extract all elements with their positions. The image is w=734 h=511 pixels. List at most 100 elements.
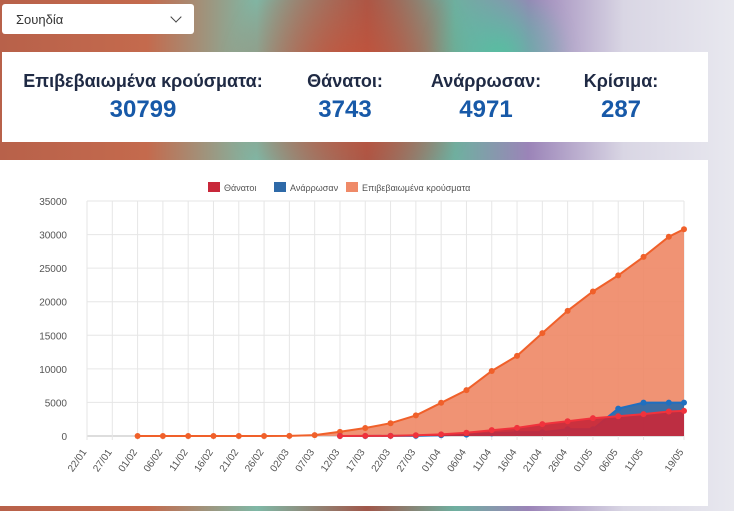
data-point bbox=[412, 412, 419, 419]
data-point bbox=[286, 432, 293, 439]
data-point bbox=[514, 352, 521, 359]
y-tick-label: 10000 bbox=[39, 365, 67, 376]
data-point bbox=[564, 418, 571, 425]
data-point bbox=[589, 288, 596, 295]
legend-swatch bbox=[208, 182, 220, 192]
legend-label: Ανάρρωσαν bbox=[290, 183, 339, 193]
data-point bbox=[438, 399, 445, 406]
x-tick-label: 16/02 bbox=[193, 447, 217, 474]
data-point bbox=[185, 432, 192, 439]
x-tick-label: 17/03 bbox=[344, 447, 368, 474]
data-point bbox=[159, 432, 166, 439]
data-point bbox=[463, 387, 470, 394]
series-area bbox=[137, 229, 685, 436]
x-tick-label: 27/03 bbox=[395, 447, 419, 474]
legend-swatch bbox=[346, 182, 358, 192]
y-tick-label: 30000 bbox=[39, 231, 67, 242]
data-point bbox=[665, 399, 672, 406]
legend-label: Επιβεβαιωμένα κρούσματα bbox=[362, 183, 470, 193]
data-point bbox=[665, 408, 672, 415]
data-point bbox=[539, 421, 546, 428]
x-tick-label: 22/01 bbox=[66, 447, 90, 474]
stat-critical: Κρίσιμα: 287 bbox=[566, 52, 676, 142]
data-point bbox=[681, 407, 687, 414]
data-point bbox=[134, 432, 141, 439]
data-point bbox=[488, 367, 495, 374]
data-point bbox=[311, 432, 318, 439]
country-select-value: Σουηδία bbox=[16, 11, 64, 27]
stat-label: Θάνατοι: bbox=[307, 70, 383, 91]
data-point bbox=[615, 405, 622, 412]
stats-panel: Επιβεβαιωμένα κρούσματα: 30799 Θάνατοι: … bbox=[2, 52, 708, 142]
data-point bbox=[615, 272, 622, 279]
x-tick-label: 16/04 bbox=[496, 447, 520, 474]
data-point bbox=[412, 432, 419, 439]
data-point bbox=[539, 330, 546, 337]
x-tick-label: 02/03 bbox=[268, 447, 292, 474]
x-tick-label: 11/05 bbox=[623, 447, 646, 474]
data-point bbox=[336, 428, 343, 435]
stat-value: 287 bbox=[600, 95, 642, 123]
data-point bbox=[362, 425, 369, 432]
x-tick-label: 11/02 bbox=[168, 447, 191, 474]
stat-value: 3743 bbox=[318, 95, 372, 123]
stat-label: Ανάρρωσαν: bbox=[430, 70, 542, 91]
data-point bbox=[640, 253, 647, 260]
x-tick-label: 07/03 bbox=[294, 447, 318, 474]
x-tick-label: 21/04 bbox=[521, 447, 545, 474]
country-select[interactable]: Σουηδία bbox=[2, 4, 194, 34]
x-tick-label: 06/04 bbox=[446, 447, 470, 474]
data-point bbox=[640, 411, 647, 418]
data-point bbox=[438, 431, 445, 438]
y-tick-label: 15000 bbox=[39, 331, 67, 342]
data-point bbox=[336, 432, 343, 439]
y-tick-label: 20000 bbox=[39, 298, 67, 309]
data-point bbox=[261, 432, 268, 439]
stat-recovered: Ανάρρωσαν: 4971 bbox=[406, 52, 566, 142]
y-tick-label: 0 bbox=[61, 432, 67, 443]
data-point bbox=[665, 233, 672, 240]
stat-value: 4971 bbox=[459, 95, 513, 123]
stat-confirmed: Επιβεβαιωμένα κρούσματα: 30799 bbox=[2, 52, 284, 142]
x-tick-label: 11/04 bbox=[471, 447, 494, 474]
x-tick-label: 06/02 bbox=[142, 447, 166, 474]
data-point bbox=[235, 432, 242, 439]
x-tick-label: 01/02 bbox=[117, 447, 141, 474]
x-tick-label: 26/02 bbox=[243, 447, 267, 474]
data-point bbox=[681, 226, 687, 233]
y-tick-label: 35000 bbox=[39, 197, 67, 208]
stat-label: Επιβεβαιωμένα κρούσματα: bbox=[23, 70, 263, 91]
stat-label: Κρίσιμα: bbox=[583, 70, 659, 91]
data-point bbox=[589, 415, 596, 422]
data-point bbox=[362, 432, 369, 439]
x-tick-label: 21/02 bbox=[218, 447, 242, 474]
x-tick-label: 06/05 bbox=[597, 447, 621, 474]
x-tick-label: 19/05 bbox=[663, 447, 687, 474]
legend-swatch bbox=[274, 182, 286, 192]
x-tick-label: 01/04 bbox=[420, 447, 444, 474]
data-point bbox=[488, 427, 495, 434]
chevron-down-icon bbox=[170, 11, 182, 23]
x-tick-label: 01/05 bbox=[572, 447, 596, 474]
data-point bbox=[640, 399, 647, 406]
data-point bbox=[210, 432, 217, 439]
legend-label: Θάνατοι bbox=[224, 183, 256, 193]
stat-value: 30799 bbox=[109, 95, 177, 123]
stat-deaths: Θάνατοι: 3743 bbox=[284, 52, 406, 142]
x-tick-label: 27/01 bbox=[91, 447, 115, 474]
data-point bbox=[681, 399, 687, 406]
x-tick-label: 12/03 bbox=[319, 447, 343, 474]
y-tick-label: 25000 bbox=[39, 264, 67, 275]
x-tick-label: 26/04 bbox=[547, 447, 571, 474]
data-point bbox=[564, 307, 571, 314]
cases-chart: 0 5000 10000 15000 20000 25000 30000 35000 22/01… bbox=[39, 182, 687, 474]
data-point bbox=[463, 429, 470, 436]
y-tick-label: 5000 bbox=[45, 398, 68, 409]
series-area bbox=[339, 410, 684, 436]
x-tick-label: 22/03 bbox=[370, 447, 394, 474]
data-point bbox=[615, 413, 622, 420]
data-point bbox=[514, 424, 521, 431]
data-point bbox=[387, 420, 394, 427]
data-point bbox=[387, 432, 394, 439]
chart-card: 0 5000 10000 15000 20000 25000 30000 35000 22/01… bbox=[0, 160, 708, 506]
